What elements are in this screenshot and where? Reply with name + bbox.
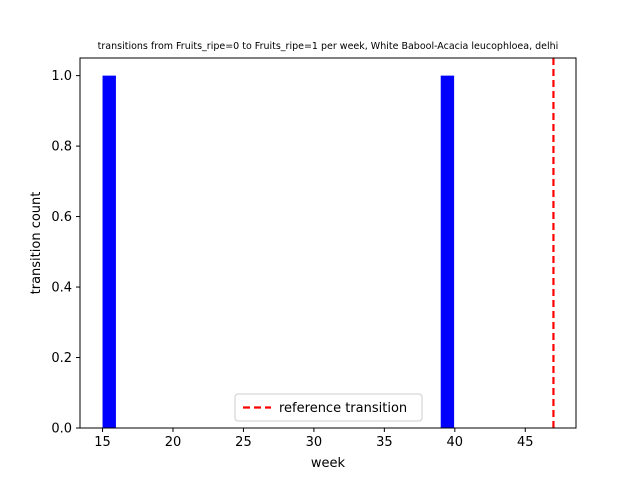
y-tick-label: 1.0 (51, 69, 72, 84)
x-tick-label: 40 (447, 435, 464, 450)
x-axis: 15 20 25 30 35 40 45 (94, 428, 534, 450)
y-tick-label: 0.0 (51, 422, 72, 437)
y-tick-label: 0.4 (51, 281, 72, 296)
y-tick-label: 0.2 (51, 351, 72, 366)
bar-week-15 (102, 75, 116, 428)
x-tick-label: 25 (235, 435, 252, 450)
bars-layer (102, 75, 455, 428)
x-tick-label: 35 (376, 435, 393, 450)
x-axis-label: week (311, 456, 346, 471)
bar-week-39 (440, 75, 455, 428)
y-tick-label: 0.6 (51, 210, 72, 225)
y-axis: 0.0 0.2 0.4 0.6 0.8 1.0 (51, 69, 80, 437)
x-tick-label: 30 (306, 435, 323, 450)
legend-box (234, 393, 423, 422)
chart-title: transitions from Fruits_ripe=0 to Fruits… (98, 41, 559, 52)
x-tick-label: 45 (517, 435, 534, 450)
y-axis-label: transition count (29, 192, 44, 295)
x-tick-label: 20 (165, 435, 182, 450)
legend-reference-label: reference transition (279, 401, 407, 416)
plot-frame (79, 57, 577, 429)
y-tick-label: 0.8 (51, 140, 72, 155)
x-tick-label: 15 (94, 435, 111, 450)
legend: reference transition (234, 393, 423, 422)
